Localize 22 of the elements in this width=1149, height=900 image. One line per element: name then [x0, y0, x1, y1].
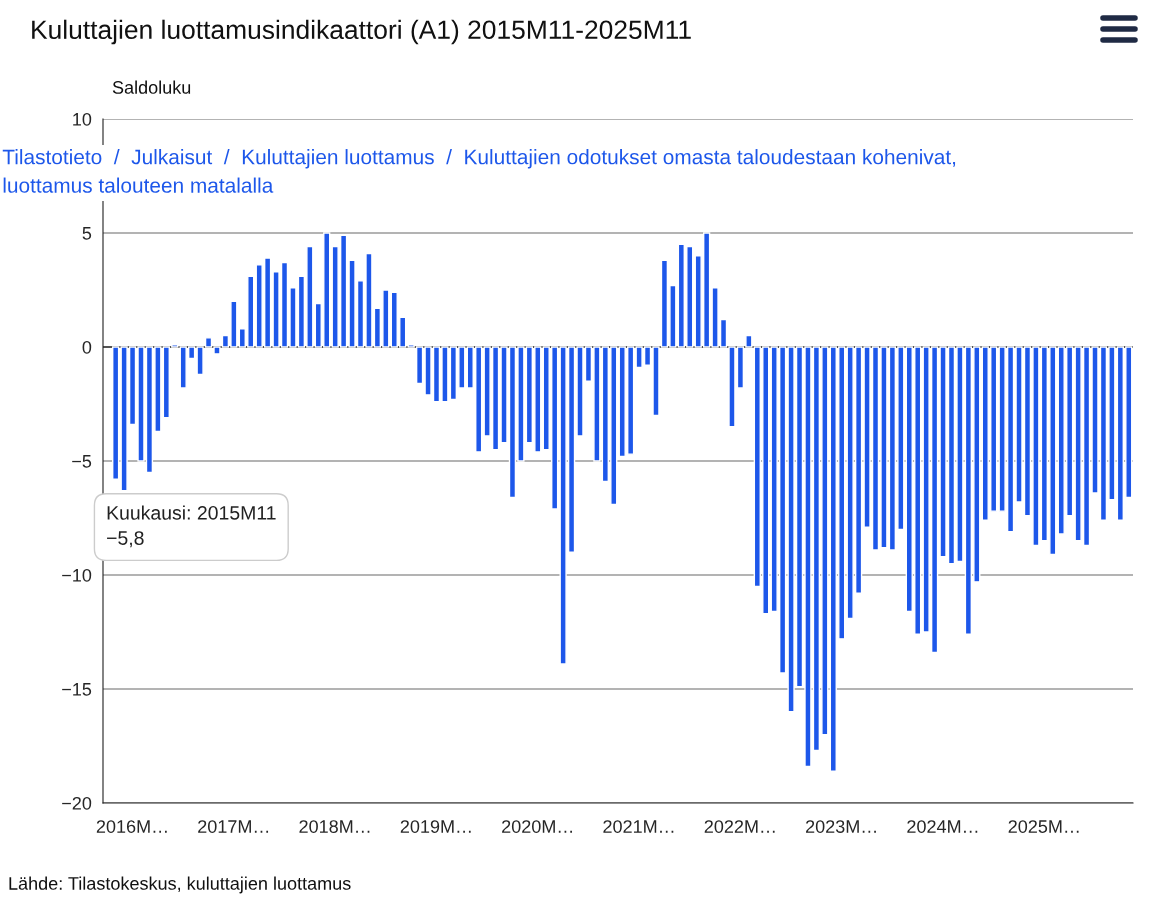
x-tick-label: 2023M… — [806, 820, 876, 833]
chart-title: Kuluttajien luottamusindikaattori (A1) 2015M11-2025M11 — [32, 19, 691, 45]
x-tick-label: 2018M… — [299, 820, 370, 833]
x-tick-label: 2021M… — [603, 820, 674, 833]
x-tick-label: 2025M… — [1008, 820, 1079, 833]
y-axis-title: Saldoluku — [112, 80, 191, 94]
text: Lähde: Tilastokeskus, kuluttajien luottamus — [9, 876, 351, 894]
x-tick-label: 2020M… — [502, 820, 572, 833]
x-tick-label: 2016M… — [96, 820, 167, 833]
y-tick-label: 5 — [82, 227, 92, 240]
x-tick-label: 2019M… — [400, 820, 471, 833]
x-tick-label: 2017M… — [198, 820, 269, 833]
y-tick-label: 10 — [73, 112, 92, 126]
x-tick-label: 2022M… — [704, 820, 775, 833]
y-tick-label: −20 — [62, 796, 92, 810]
annotation: Tilastotieto / Julkaisut / Kuluttajien luottamus / Kuluttajien odotukset omasta taloudestaan kohenivat, luottamus talouteen matalalla — [2, 149, 956, 193]
y-tick-label: −15 — [62, 683, 92, 696]
x-tick-label: 2024M… — [907, 820, 978, 833]
y-tick-label: 0 — [82, 340, 92, 354]
annotation: Kuukausi: 2015M11 −5,8 — [107, 505, 276, 548]
y-tick-label: −5 — [72, 455, 92, 468]
y-tick-label: −10 — [62, 568, 92, 582]
